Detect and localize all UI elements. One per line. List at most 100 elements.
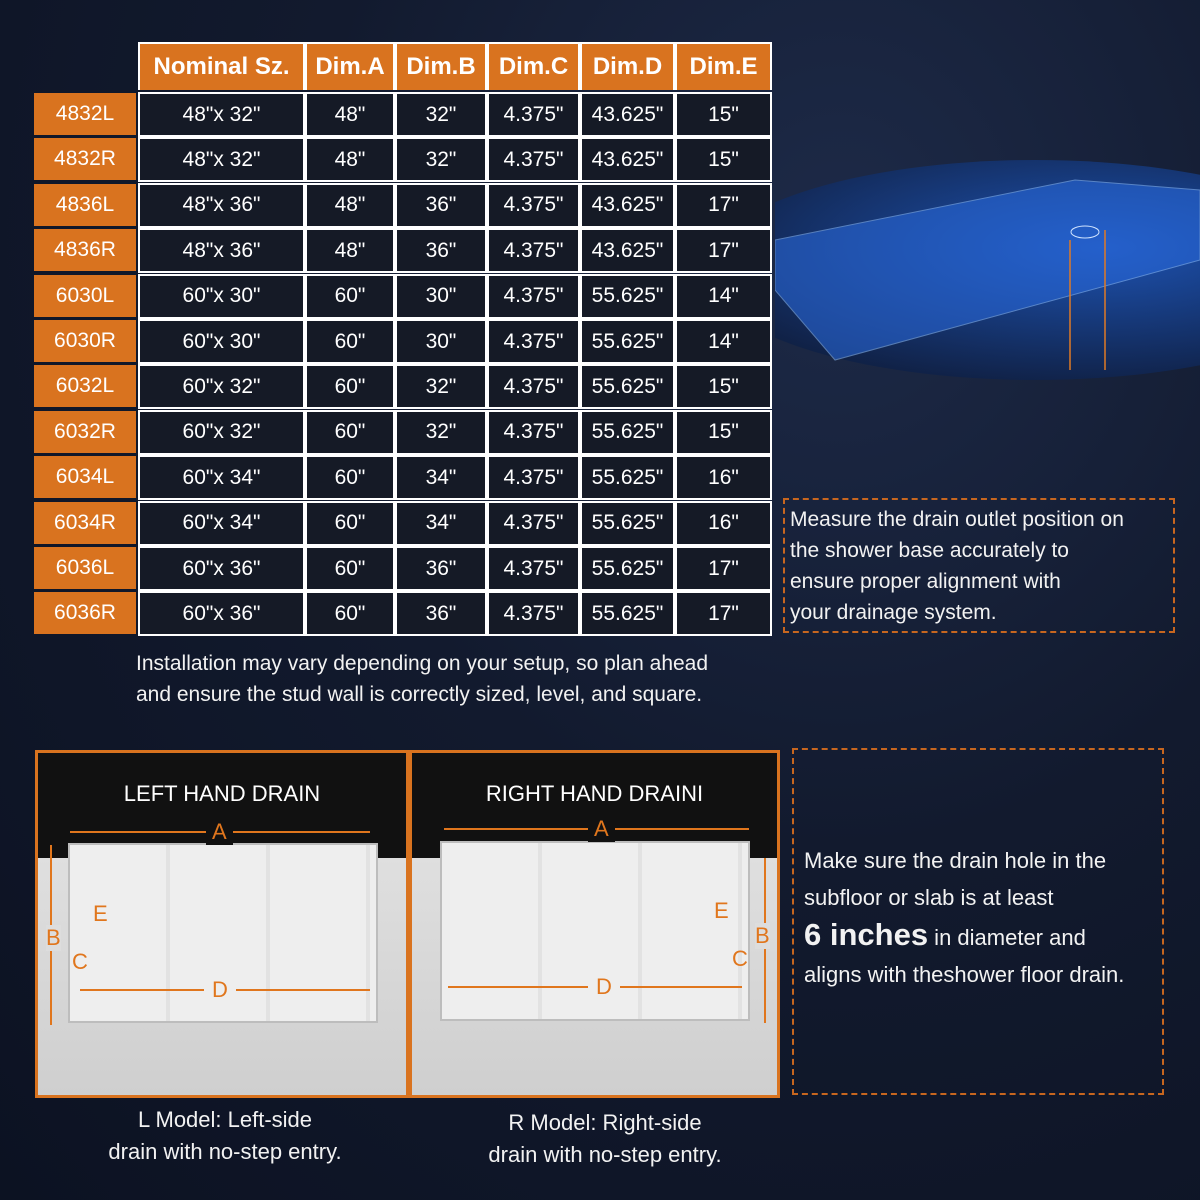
- measure-note-line: ensure proper alignment with: [790, 570, 1061, 593]
- measure-note-line: the shower base accurately to: [790, 539, 1069, 562]
- table-cell: 4.375": [487, 137, 580, 183]
- column-header: Nominal Sz.: [138, 42, 305, 90]
- table-cell: 55.625": [580, 591, 675, 637]
- table-cell: 55.625": [580, 455, 675, 501]
- table-cell: 60": [305, 273, 395, 319]
- table-cell: 34": [395, 500, 487, 546]
- table-cell: 32": [395, 364, 487, 410]
- table-cell: 4.375": [487, 319, 580, 364]
- left-hand-drain-panel: LEFT HAND DRAIN A B C E D: [35, 750, 409, 1098]
- table-cell: 30": [395, 319, 487, 364]
- table-cell: 14": [675, 273, 772, 319]
- column-header: Dim.C: [487, 42, 580, 90]
- column-header: Dim.E: [675, 42, 772, 90]
- table-cell: 60": [305, 364, 395, 410]
- model-label: 4832L: [34, 93, 136, 135]
- dim-b-label: B: [46, 925, 61, 951]
- column-header: Dim.B: [395, 42, 487, 90]
- dim-e-label: E: [93, 901, 108, 926]
- install-note-line: Installation may vary depending on your …: [136, 652, 709, 675]
- table-cell: 16": [675, 455, 772, 501]
- model-label: 6036R: [34, 592, 136, 635]
- measure-note-line: Measure the drain outlet position on: [790, 508, 1124, 531]
- table-cell: 55.625": [580, 319, 675, 364]
- drain-note-text: in diameter and: [928, 925, 1086, 950]
- table-cell: 55.625": [580, 364, 675, 410]
- table-cell: 60"x 30": [138, 273, 305, 319]
- table-cell: 43.625": [580, 137, 675, 183]
- table-cell: 4.375": [487, 364, 580, 410]
- table-cell: 48": [305, 182, 395, 228]
- table-cell: 36": [395, 182, 487, 228]
- table-cell: 4.375": [487, 500, 580, 546]
- caption-line: L Model: Left-side: [137, 1107, 313, 1132]
- table-cell: 15": [675, 409, 772, 455]
- measure-note-box: Measure the drain outlet position on the…: [783, 498, 1175, 633]
- dim-a-label: A: [588, 816, 615, 842]
- model-label: 6032R: [34, 410, 136, 453]
- table-cell: 32": [395, 92, 487, 137]
- install-note: Installation may vary depending on your …: [136, 648, 708, 710]
- drain-note-line: subfloor or slab is at least: [804, 885, 1054, 910]
- table-cell: 48"x 36": [138, 228, 305, 274]
- table-cell: 14": [675, 319, 772, 364]
- table-cell: 55.625": [580, 409, 675, 455]
- table-cell: 30": [395, 273, 487, 319]
- table-cell: 4.375": [487, 409, 580, 455]
- table-cell: 60": [305, 319, 395, 364]
- table-cell: 60": [305, 591, 395, 637]
- dim-e-label: E: [714, 898, 729, 923]
- shower-base: [440, 841, 750, 1021]
- table-cell: 4.375": [487, 92, 580, 137]
- panel-title: LEFT HAND DRAIN: [123, 781, 321, 806]
- table-cell: 48": [305, 228, 395, 274]
- table-cell: 43.625": [580, 228, 675, 274]
- table-cell: 60"x 30": [138, 319, 305, 364]
- table-cell: 43.625": [580, 182, 675, 228]
- right-model-caption: R Model: Right-side drain with no-step e…: [440, 1107, 770, 1171]
- table-cell: 4.375": [487, 455, 580, 501]
- table-cell: 15": [675, 92, 772, 137]
- model-label: 6034L: [34, 456, 136, 499]
- left-model-caption: L Model: Left-side drain with no-step en…: [60, 1104, 390, 1168]
- dim-b-label: B: [755, 923, 770, 949]
- drain-note-box: Make sure the drain hole in the subfloor…: [792, 748, 1164, 1095]
- table-cell: 55.625": [580, 273, 675, 319]
- table-cell: 48": [305, 92, 395, 137]
- table-cell: 17": [675, 182, 772, 228]
- drain-note-line: Make sure the drain hole in the: [804, 848, 1107, 873]
- table-cell: 16": [675, 500, 772, 546]
- table-cell: 60"x 34": [138, 500, 305, 546]
- table-cell: 4.375": [487, 546, 580, 591]
- table-cell: 4.375": [487, 228, 580, 274]
- table-cell: 36": [395, 228, 487, 274]
- model-label: 6032L: [34, 365, 136, 408]
- table-cell: 4.375": [487, 273, 580, 319]
- table-cell: 60"x 32": [138, 409, 305, 455]
- column-header: Dim.D: [580, 42, 675, 90]
- table-cell: 36": [395, 591, 487, 637]
- dim-d-label: D: [204, 977, 236, 1003]
- dim-d-label: D: [588, 974, 620, 1000]
- model-label: 6036L: [34, 547, 136, 589]
- table-cell: 15": [675, 364, 772, 410]
- table-cell: 60": [305, 409, 395, 455]
- model-label: 6030L: [34, 274, 136, 317]
- table-cell: 60"x 36": [138, 591, 305, 637]
- table-cell: 32": [395, 409, 487, 455]
- right-hand-drain-panel: RIGHT HAND DRAINI A B C E D: [409, 750, 780, 1098]
- table-cell: 32": [395, 137, 487, 183]
- drain-size-highlight: 6 inches: [804, 917, 929, 952]
- table-cell: 48"x 32": [138, 92, 305, 137]
- model-label: 6034R: [34, 501, 136, 544]
- model-label: 4836R: [34, 229, 136, 272]
- table-cell: 60": [305, 455, 395, 501]
- table-cell: 4.375": [487, 591, 580, 637]
- model-label: 4836L: [34, 183, 136, 226]
- measure-note-line: your drainage system.: [790, 601, 997, 624]
- install-note-line: and ensure the stud wall is correctly si…: [136, 683, 703, 706]
- table-cell: 55.625": [580, 500, 675, 546]
- table-cell: 60"x 32": [138, 364, 305, 410]
- panel-title: RIGHT HAND DRAINI: [485, 781, 704, 806]
- table-cell: 48"x 32": [138, 137, 305, 183]
